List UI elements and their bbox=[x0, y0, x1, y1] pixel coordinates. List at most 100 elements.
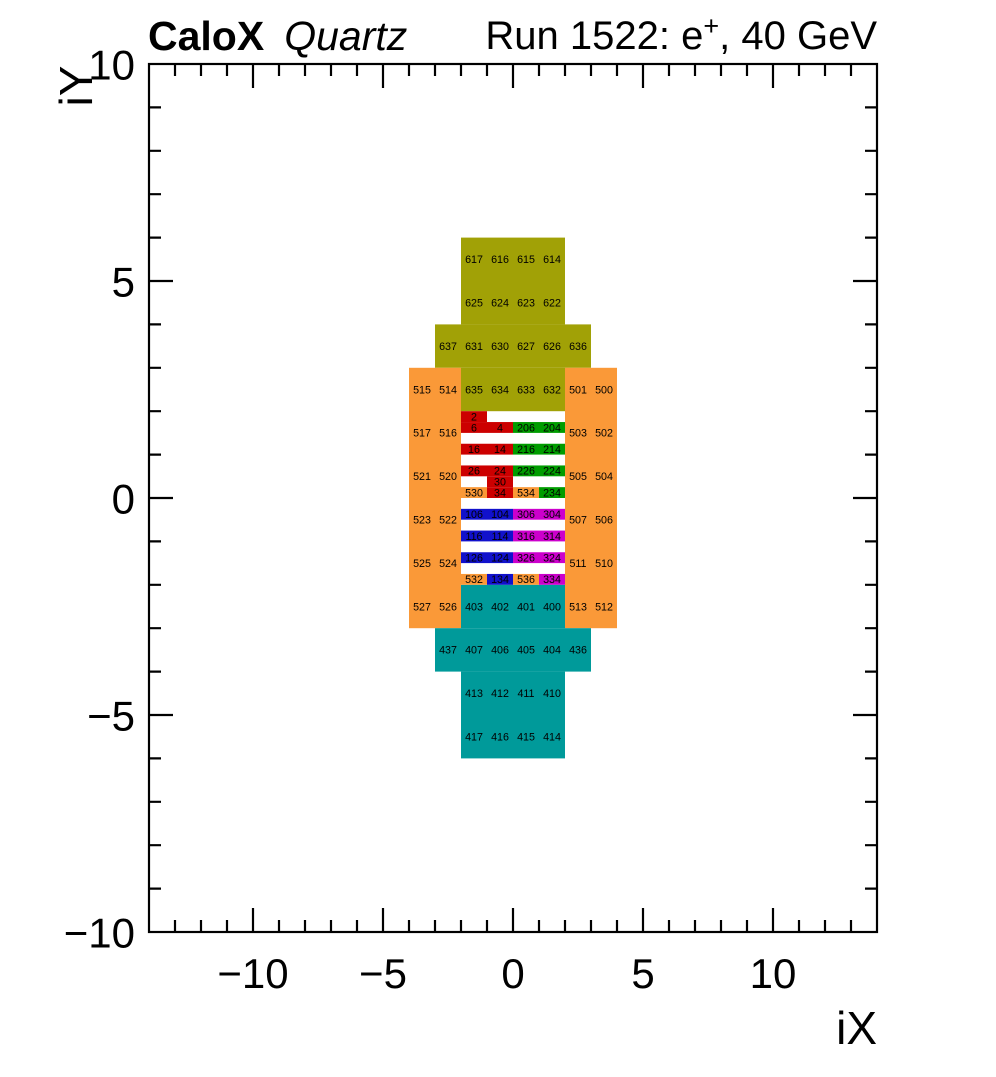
svg-text:314: 314 bbox=[543, 531, 561, 543]
svg-text:0: 0 bbox=[112, 476, 135, 523]
svg-text:2: 2 bbox=[471, 411, 477, 423]
svg-text:615: 615 bbox=[517, 254, 535, 266]
svg-text:501: 501 bbox=[569, 384, 587, 396]
svg-text:Run 1522: e+, 40 GeV: Run 1522: e+, 40 GeV bbox=[485, 11, 877, 58]
svg-text:−5: −5 bbox=[87, 693, 135, 740]
svg-text:516: 516 bbox=[439, 428, 457, 440]
svg-text:401: 401 bbox=[517, 601, 535, 613]
svg-text:−10: −10 bbox=[64, 910, 135, 957]
svg-text:406: 406 bbox=[491, 645, 509, 657]
svg-text:4: 4 bbox=[497, 422, 503, 434]
svg-text:524: 524 bbox=[439, 558, 457, 570]
svg-text:405: 405 bbox=[517, 645, 535, 657]
svg-text:124: 124 bbox=[491, 552, 509, 564]
svg-text:−10: −10 bbox=[217, 950, 288, 997]
svg-text:iX: iX bbox=[836, 1002, 877, 1054]
svg-text:532: 532 bbox=[465, 574, 483, 586]
svg-text:iY: iY bbox=[50, 66, 102, 107]
svg-text:414: 414 bbox=[543, 732, 561, 744]
svg-text:34: 34 bbox=[494, 487, 506, 499]
svg-text:632: 632 bbox=[543, 384, 561, 396]
svg-text:116: 116 bbox=[465, 531, 482, 543]
svg-text:104: 104 bbox=[491, 509, 509, 521]
svg-text:206: 206 bbox=[517, 422, 535, 434]
svg-text:515: 515 bbox=[413, 384, 431, 396]
svg-text:511: 511 bbox=[569, 558, 586, 570]
svg-text:316: 316 bbox=[517, 531, 535, 543]
svg-text:614: 614 bbox=[543, 254, 561, 266]
svg-text:403: 403 bbox=[465, 601, 483, 613]
svg-text:216: 216 bbox=[517, 444, 535, 456]
svg-text:510: 510 bbox=[595, 558, 613, 570]
svg-text:404: 404 bbox=[543, 645, 561, 657]
svg-text:334: 334 bbox=[543, 574, 561, 586]
svg-text:415: 415 bbox=[517, 732, 535, 744]
svg-text:0: 0 bbox=[501, 950, 524, 997]
svg-text:126: 126 bbox=[465, 552, 483, 564]
svg-text:636: 636 bbox=[569, 341, 587, 353]
svg-text:503: 503 bbox=[569, 428, 587, 440]
svg-text:506: 506 bbox=[595, 515, 613, 527]
svg-text:204: 204 bbox=[543, 422, 561, 434]
svg-text:402: 402 bbox=[491, 601, 509, 613]
svg-text:417: 417 bbox=[465, 732, 483, 744]
svg-text:634: 634 bbox=[491, 384, 509, 396]
svg-text:410: 410 bbox=[543, 688, 561, 700]
svg-text:637: 637 bbox=[439, 341, 457, 353]
svg-text:502: 502 bbox=[595, 428, 613, 440]
svg-text:633: 633 bbox=[517, 384, 535, 396]
svg-text:520: 520 bbox=[439, 471, 457, 483]
svg-text:534: 534 bbox=[517, 487, 535, 499]
svg-text:505: 505 bbox=[569, 471, 587, 483]
svg-text:6: 6 bbox=[471, 422, 477, 434]
svg-text:512: 512 bbox=[595, 601, 613, 613]
svg-text:14: 14 bbox=[494, 444, 506, 456]
svg-text:400: 400 bbox=[543, 601, 561, 613]
svg-text:513: 513 bbox=[569, 601, 587, 613]
svg-text:26: 26 bbox=[468, 466, 480, 478]
svg-text:504: 504 bbox=[595, 471, 613, 483]
svg-text:5: 5 bbox=[631, 950, 654, 997]
svg-text:413: 413 bbox=[465, 688, 483, 700]
svg-text:436: 436 bbox=[569, 645, 587, 657]
svg-text:5: 5 bbox=[112, 259, 135, 306]
svg-text:617: 617 bbox=[465, 254, 483, 266]
svg-text:234: 234 bbox=[543, 487, 561, 499]
svg-text:627: 627 bbox=[517, 341, 535, 353]
svg-text:412: 412 bbox=[491, 688, 509, 700]
svg-text:226: 226 bbox=[517, 466, 535, 478]
svg-text:624: 624 bbox=[491, 298, 509, 310]
svg-text:635: 635 bbox=[465, 384, 483, 396]
svg-text:521: 521 bbox=[413, 471, 431, 483]
svg-text:106: 106 bbox=[465, 509, 483, 521]
svg-text:530: 530 bbox=[465, 487, 483, 499]
svg-text:626: 626 bbox=[543, 341, 561, 353]
svg-text:527: 527 bbox=[413, 601, 431, 613]
svg-text:24: 24 bbox=[494, 466, 506, 478]
svg-text:326: 326 bbox=[517, 552, 535, 564]
svg-text:437: 437 bbox=[439, 645, 457, 657]
svg-text:10: 10 bbox=[750, 950, 797, 997]
svg-text:16: 16 bbox=[468, 444, 480, 456]
svg-text:306: 306 bbox=[517, 509, 535, 521]
svg-text:523: 523 bbox=[413, 515, 431, 527]
svg-text:134: 134 bbox=[491, 574, 509, 586]
svg-text:631: 631 bbox=[465, 341, 483, 353]
svg-text:10: 10 bbox=[88, 42, 135, 89]
svg-text:616: 616 bbox=[491, 254, 509, 266]
svg-text:304: 304 bbox=[543, 509, 561, 521]
svg-text:623: 623 bbox=[517, 298, 535, 310]
svg-text:625: 625 bbox=[465, 298, 483, 310]
svg-text:622: 622 bbox=[543, 298, 561, 310]
svg-text:416: 416 bbox=[491, 732, 509, 744]
svg-text:514: 514 bbox=[439, 384, 457, 396]
svg-text:522: 522 bbox=[439, 515, 457, 527]
svg-text:324: 324 bbox=[543, 552, 561, 564]
svg-text:526: 526 bbox=[439, 601, 457, 613]
svg-text:411: 411 bbox=[517, 688, 534, 700]
svg-text:517: 517 bbox=[413, 428, 431, 440]
svg-text:224: 224 bbox=[543, 466, 561, 478]
svg-text:30: 30 bbox=[494, 477, 506, 489]
svg-text:500: 500 bbox=[595, 384, 613, 396]
svg-text:214: 214 bbox=[543, 444, 561, 456]
